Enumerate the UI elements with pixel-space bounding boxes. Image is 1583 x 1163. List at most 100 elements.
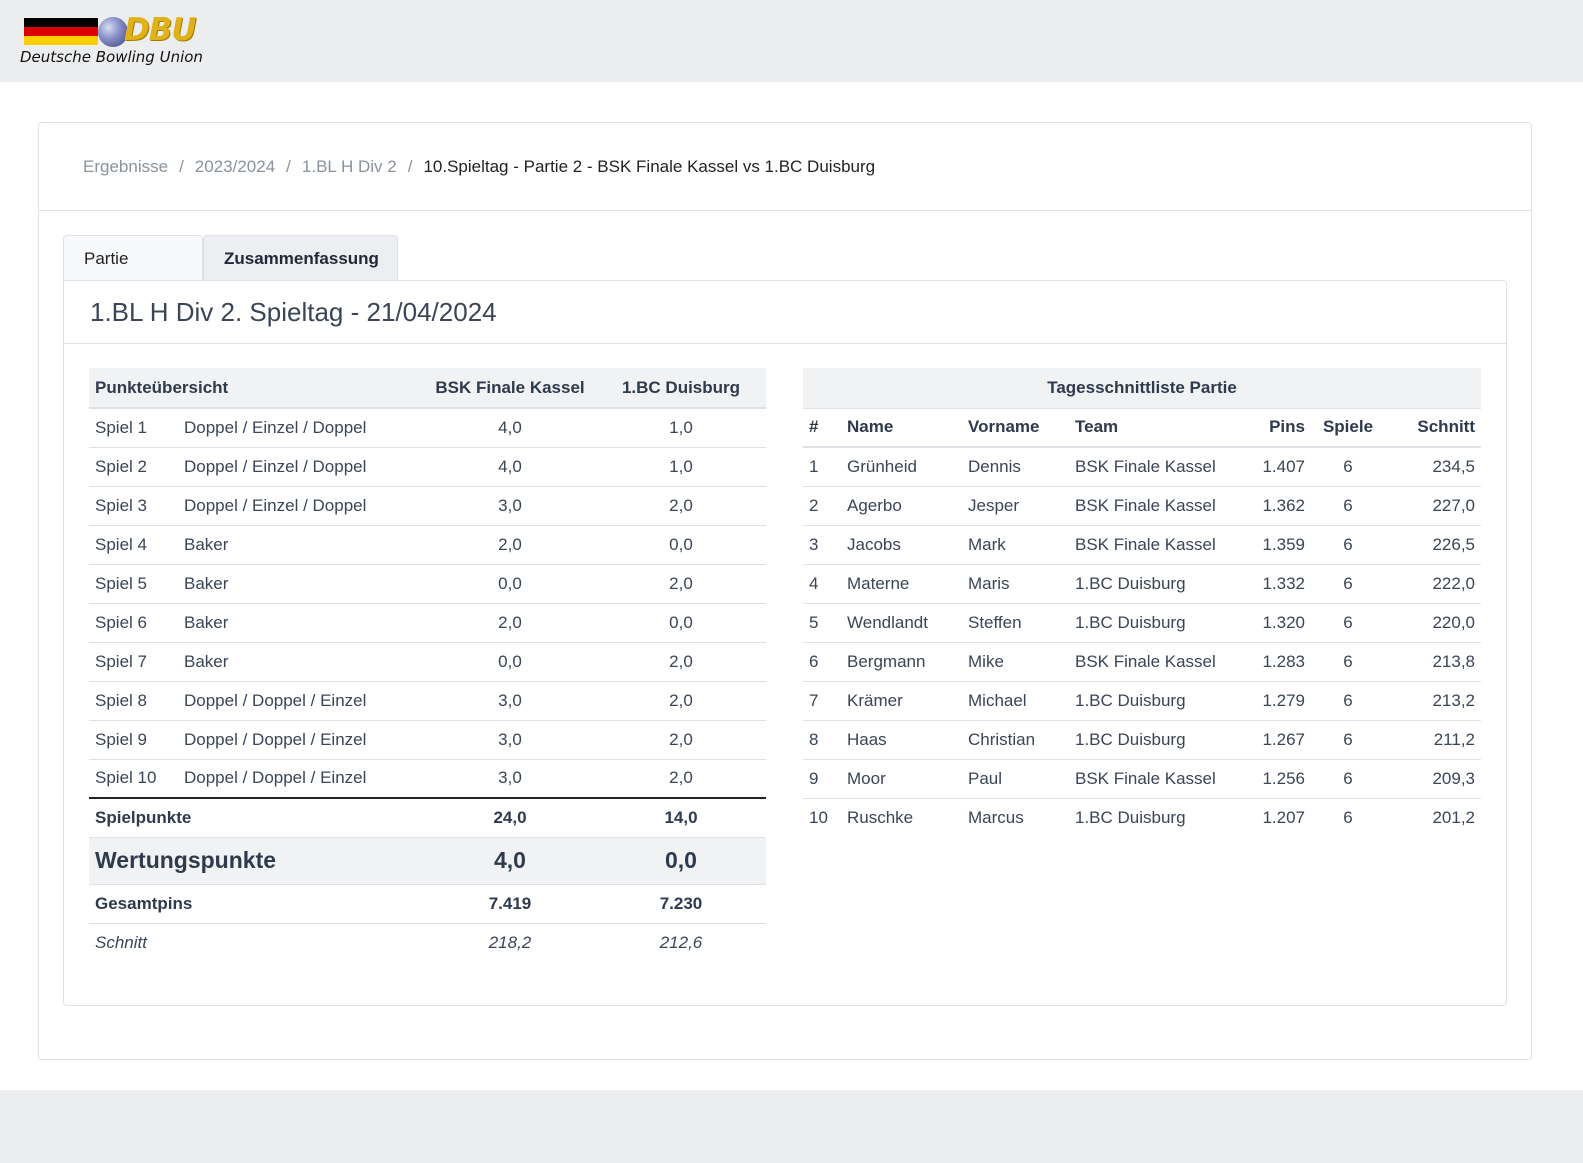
player-team: 1.BC Duisburg bbox=[1075, 807, 1186, 827]
schnitt-label: Schnitt bbox=[95, 932, 147, 952]
player-pins: 1.256 bbox=[1254, 759, 1311, 799]
rank: 1 bbox=[803, 447, 841, 487]
rank: 8 bbox=[803, 720, 841, 760]
points-row: Spiel 9 Doppel / Doppel / Einzel 3,0 2,0 bbox=[89, 720, 766, 760]
ranking-row: 8 Haas Christian 1.BC Duisburg 1.267 6 2… bbox=[803, 720, 1481, 760]
points-row: Spiel 8 Doppel / Doppel / Einzel 3,0 2,0 bbox=[89, 681, 766, 721]
player-pins: 1.362 bbox=[1254, 486, 1311, 526]
ranking-caption: Tagesschnittliste Partie bbox=[803, 368, 1481, 409]
game-mode: Doppel / Einzel / Doppel bbox=[178, 486, 424, 526]
player-name: Agerbo bbox=[841, 486, 962, 526]
player-name: Haas bbox=[841, 720, 962, 760]
game-label: Spiel 7 bbox=[89, 642, 178, 682]
game-mode: Baker bbox=[178, 564, 424, 604]
col-vorname: Vorname bbox=[962, 408, 1069, 448]
tab-zusammenfassung[interactable]: Zusammenfassung bbox=[203, 235, 398, 281]
player-team: BSK Finale Kassel bbox=[1069, 759, 1254, 799]
col-pins: Pins bbox=[1254, 408, 1311, 448]
player-vorname: Steffen bbox=[962, 603, 1069, 643]
player-vorname: Christian bbox=[962, 720, 1069, 760]
player-games: 6 bbox=[1311, 564, 1385, 604]
player-name: Bergmann bbox=[841, 642, 962, 682]
game-label: Spiel 4 bbox=[89, 525, 178, 565]
points-table: Punkteübersicht BSK Finale Kassel 1.BC D… bbox=[89, 368, 766, 962]
card-header: Ergebnisse / 2023/2024 / 1.BL H Div 2 / … bbox=[39, 123, 1531, 211]
breadcrumb-separator: / bbox=[286, 157, 291, 176]
points-row: Spiel 6 Baker 2,0 0,0 bbox=[89, 603, 766, 643]
player-team: BSK Finale Kassel bbox=[1069, 447, 1254, 487]
gesamtpins-team2: 7.230 bbox=[596, 884, 766, 924]
game-mode: Baker bbox=[178, 642, 424, 682]
rank: 5 bbox=[803, 603, 841, 643]
player-name: Grünheid bbox=[841, 447, 962, 487]
player-vorname: Michael bbox=[962, 681, 1069, 721]
gesamtpins-team1: 7.419 bbox=[424, 884, 596, 924]
player-vorname: Mark bbox=[962, 525, 1069, 565]
panel-header: 1.BL H Div 2. Spieltag - 21/04/2024 bbox=[64, 281, 1506, 344]
player-vorname: Mike bbox=[962, 642, 1069, 682]
player-pins: 1.320 bbox=[1254, 603, 1311, 643]
col-rank: # bbox=[803, 408, 841, 448]
points-row: Spiel 1 Doppel / Einzel / Doppel 4,0 1,0 bbox=[89, 408, 766, 448]
breadcrumb-item-ergebnisse[interactable]: Ergebnisse bbox=[83, 157, 169, 176]
player-games: 6 bbox=[1311, 759, 1385, 799]
player-avg: 213,2 bbox=[1385, 681, 1481, 721]
team1-points: 4,0 bbox=[424, 408, 596, 448]
player-name: Moor bbox=[841, 759, 962, 799]
game-mode: Doppel / Doppel / Einzel bbox=[178, 720, 424, 760]
game-mode: Baker bbox=[178, 525, 424, 565]
schnitt-row: Schnitt 218,2 212,6 bbox=[89, 923, 766, 962]
breadcrumb-item-season[interactable]: 2023/2024 bbox=[194, 157, 276, 176]
points-row: Spiel 10 Doppel / Doppel / Einzel 3,0 2,… bbox=[89, 759, 766, 799]
team2-points: 2,0 bbox=[596, 486, 766, 526]
tab-partie-aktuell[interactable]: Partie aktuell bbox=[63, 235, 203, 314]
rank: 10 bbox=[809, 807, 828, 827]
game-label: Spiel 9 bbox=[89, 720, 178, 760]
player-team: 1.BC Duisburg bbox=[1069, 720, 1254, 760]
player-pins: 1.407 bbox=[1254, 447, 1311, 487]
player-games: 6 bbox=[1311, 525, 1385, 565]
points-header-label: Punkteübersicht bbox=[89, 368, 424, 409]
gesamtpins-row: Gesamtpins 7.419 7.230 bbox=[89, 884, 766, 924]
rank: 2 bbox=[803, 486, 841, 526]
ranking-row: 7 Krämer Michael 1.BC Duisburg 1.279 6 2… bbox=[803, 681, 1481, 721]
team1-points: 2,0 bbox=[424, 603, 596, 643]
top-bar: DBU Deutsche Bowling Union bbox=[0, 0, 1583, 82]
spielpunkte-label: Spielpunkte bbox=[89, 798, 424, 838]
spielpunkte-team1: 24,0 bbox=[424, 798, 596, 838]
breadcrumb-separator: / bbox=[179, 157, 184, 176]
player-games: 6 bbox=[1343, 807, 1353, 827]
player-pins: 1.283 bbox=[1254, 642, 1311, 682]
main-card: Ergebnisse / 2023/2024 / 1.BL H Div 2 / … bbox=[38, 122, 1532, 1060]
team2-points: 2,0 bbox=[596, 642, 766, 682]
player-avg: 201,2 bbox=[1432, 807, 1475, 827]
team1-points: 2,0 bbox=[424, 525, 596, 565]
breadcrumb-separator: / bbox=[407, 157, 413, 176]
ranking-row: 1 Grünheid Dennis BSK Finale Kassel 1.40… bbox=[803, 447, 1481, 487]
col-team: Team bbox=[1069, 408, 1254, 448]
bowling-ball-icon bbox=[98, 17, 128, 47]
team1-points: 4,0 bbox=[424, 447, 596, 487]
ranking-row: 10 Ruschke Marcus 1.BC Duisburg 1.207 6 … bbox=[803, 798, 1481, 837]
schnitt-team2: 212,6 bbox=[659, 932, 703, 952]
points-header-row: Punkteübersicht BSK Finale Kassel 1.BC D… bbox=[89, 368, 766, 409]
game-mode: Doppel / Doppel / Einzel bbox=[178, 759, 424, 799]
points-row: Spiel 7 Baker 0,0 2,0 bbox=[89, 642, 766, 682]
team2-points: 2,0 bbox=[596, 681, 766, 721]
game-mode: Doppel / Einzel / Doppel bbox=[178, 408, 424, 448]
points-row: Spiel 4 Baker 2,0 0,0 bbox=[89, 525, 766, 565]
breadcrumb-item-league[interactable]: 1.BL H Div 2 bbox=[301, 157, 397, 176]
dbu-logo[interactable]: DBU Deutsche Bowling Union bbox=[20, 12, 220, 70]
player-name: Wendlandt bbox=[841, 603, 962, 643]
team2-points: 2,0 bbox=[596, 759, 766, 799]
panel-title: 1.BL H Div 2. Spieltag - 21/04/2024 bbox=[90, 297, 497, 327]
player-avg: 226,5 bbox=[1385, 525, 1481, 565]
team2-points: 1,0 bbox=[596, 408, 766, 448]
breadcrumb: Ergebnisse / 2023/2024 / 1.BL H Div 2 / … bbox=[83, 157, 875, 177]
team1-points: 0,0 bbox=[424, 642, 596, 682]
col-name: Name bbox=[841, 408, 962, 448]
game-label: Spiel 10 bbox=[89, 759, 178, 799]
player-pins: 1.207 bbox=[1262, 807, 1305, 827]
player-games: 6 bbox=[1311, 681, 1385, 721]
points-row: Spiel 5 Baker 0,0 2,0 bbox=[89, 564, 766, 604]
